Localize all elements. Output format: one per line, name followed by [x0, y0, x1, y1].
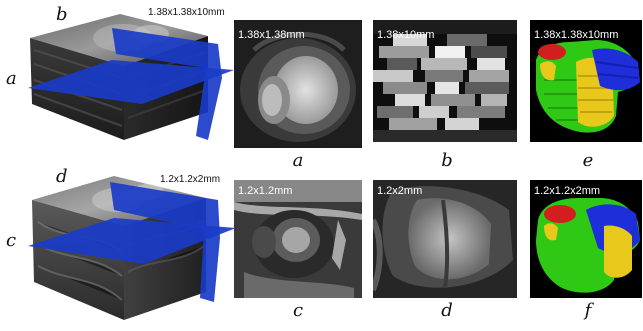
panel-a-caption: a: [292, 150, 304, 171]
bottom-volume-cube: [28, 172, 240, 322]
mesh-render-panel-f: [530, 180, 642, 298]
panel-c-caption: c: [292, 300, 304, 321]
panel-d-caption: d: [441, 300, 453, 321]
panel-e-resolution: 1.38x1.38x10mm: [534, 29, 619, 41]
panel-c-resolution: 1.2x1.2mm: [238, 185, 293, 197]
mri-slice-panel-a: [234, 20, 362, 148]
bottom-cube-plane-label-c: c: [6, 230, 17, 251]
panel-f-resolution: 1.2x1.2x2mm: [534, 185, 601, 197]
top-cube-plane-label-b: b: [56, 4, 68, 25]
mesh-render-panel-e: [530, 20, 642, 142]
panel-b-resolution: 1.38x10mm: [377, 29, 435, 41]
mri-slice-panel-b: [373, 20, 517, 142]
panel-e-caption: e: [582, 150, 594, 171]
top-volume-cube: [28, 8, 238, 143]
panel-b-caption: b: [441, 150, 453, 171]
panel-d-resolution: 1.2x2mm: [377, 185, 423, 197]
panel-f-caption: f: [584, 300, 592, 321]
bottom-cube-plane-label-d: d: [56, 166, 68, 187]
top-cube-resolution: 1.38x1.38x10mm: [148, 7, 225, 18]
mri-slice-panel-d: [373, 180, 517, 298]
top-cube-plane-label-a: a: [6, 68, 17, 89]
panel-a-resolution: 1.38x1.38mm: [238, 29, 305, 41]
mri-slice-panel-c: [234, 180, 362, 298]
bottom-cube-resolution: 1.2x1.2x2mm: [160, 174, 221, 185]
